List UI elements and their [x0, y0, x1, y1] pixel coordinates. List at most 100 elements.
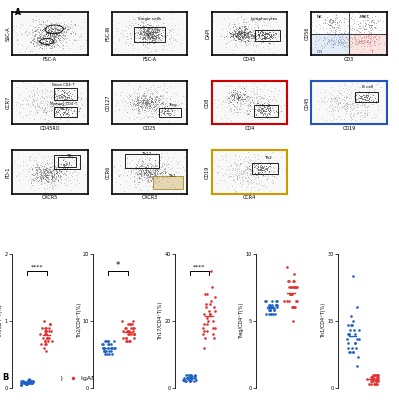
Point — [51, 28, 57, 34]
Point — [237, 88, 243, 95]
Point — [57, 168, 64, 174]
Point — [158, 31, 165, 38]
Point — [332, 32, 338, 38]
Point — [61, 179, 67, 186]
Point — [39, 94, 45, 100]
Point — [61, 33, 67, 40]
Point — [158, 109, 164, 115]
Point — [62, 160, 69, 166]
Point — [153, 32, 160, 38]
Point — [259, 39, 266, 46]
Point — [261, 167, 267, 174]
Point — [136, 38, 143, 44]
Point — [361, 101, 367, 107]
Point — [272, 96, 279, 102]
Point — [257, 109, 263, 115]
Point — [45, 29, 52, 35]
Point — [43, 87, 49, 93]
Point — [58, 106, 65, 112]
Point — [371, 33, 377, 40]
Point — [245, 38, 251, 45]
Point — [273, 36, 279, 42]
Point — [156, 103, 162, 110]
Point — [138, 97, 144, 103]
Point — [247, 167, 253, 174]
Point — [201, 328, 207, 334]
Point — [176, 159, 182, 165]
Point — [61, 92, 67, 99]
Point — [148, 108, 154, 114]
Point — [259, 94, 266, 101]
Point — [364, 111, 370, 118]
Point — [331, 103, 338, 109]
Point — [355, 24, 361, 31]
Point — [251, 30, 257, 36]
Point — [151, 157, 158, 163]
Point — [241, 31, 248, 37]
Point — [156, 28, 162, 34]
Y-axis label: CCR7: CCR7 — [6, 96, 11, 110]
Point — [150, 32, 157, 38]
Point — [154, 101, 160, 107]
Point — [233, 175, 240, 182]
Point — [33, 178, 39, 184]
Point — [155, 30, 162, 37]
Point — [59, 32, 65, 38]
Point — [71, 37, 78, 44]
Point — [143, 169, 149, 175]
Point — [241, 100, 248, 107]
Point — [69, 40, 75, 46]
Point — [38, 172, 45, 178]
Point — [34, 109, 41, 116]
Point — [140, 28, 146, 35]
Point — [237, 83, 243, 89]
Point — [255, 175, 261, 181]
Point — [148, 164, 154, 171]
Point — [255, 32, 261, 38]
Point — [243, 83, 249, 89]
Point — [358, 95, 364, 101]
Point — [275, 23, 281, 30]
Point — [270, 311, 276, 317]
Point — [50, 172, 57, 179]
Point — [52, 104, 58, 111]
Point — [236, 90, 242, 97]
Point — [40, 108, 46, 115]
Point — [326, 25, 333, 31]
Point — [58, 94, 65, 101]
Point — [233, 94, 240, 101]
Point — [140, 42, 146, 48]
Point — [262, 173, 268, 179]
Point — [160, 109, 166, 116]
Point — [246, 37, 252, 44]
Point — [288, 291, 294, 297]
Point — [60, 157, 66, 163]
Point — [125, 328, 132, 334]
Point — [145, 27, 151, 33]
Point — [147, 172, 153, 179]
Point — [144, 98, 150, 104]
Point — [167, 96, 173, 102]
Point — [40, 100, 46, 106]
Point — [222, 178, 229, 185]
Point — [40, 175, 46, 181]
Point — [144, 34, 150, 40]
Point — [334, 22, 340, 28]
Point — [101, 348, 108, 354]
Point — [236, 30, 243, 36]
Point — [45, 41, 51, 47]
Point — [47, 20, 54, 26]
Point — [273, 298, 279, 304]
Point — [34, 174, 40, 180]
Point — [320, 35, 327, 41]
Point — [124, 33, 130, 40]
Point — [128, 23, 134, 29]
Point — [144, 172, 150, 178]
Point — [168, 33, 174, 40]
Point — [375, 19, 381, 25]
Point — [349, 40, 356, 46]
Point — [171, 107, 177, 114]
Point — [52, 24, 59, 31]
Point — [236, 76, 242, 83]
Point — [147, 30, 153, 36]
